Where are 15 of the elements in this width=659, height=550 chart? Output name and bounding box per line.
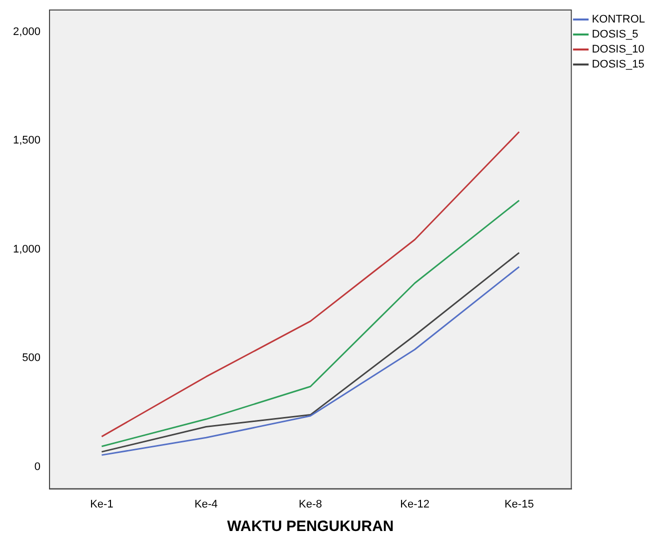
x-tick-label: Ke-1 (90, 498, 114, 510)
y-tick-label: 1,000 (12, 243, 41, 256)
legend-label: DOSIS_15 (592, 58, 644, 71)
x-axis-title: WAKTU PENGUKURAN (227, 518, 394, 536)
x-tick-label: Ke-12 (400, 498, 430, 510)
y-tick-label: 0 (34, 461, 41, 474)
legend-label: KONTROL (592, 14, 646, 26)
x-tick-label: Ke-4 (194, 498, 218, 510)
y-tick-label: 2,000 (12, 26, 41, 38)
legend-label: DOSIS_10 (592, 44, 644, 56)
y-tick-label: 1,500 (12, 134, 41, 147)
legend-label: DOSIS_5 (592, 28, 638, 41)
x-tick-label: Ke-15 (504, 498, 534, 510)
x-tick-label: Ke-8 (298, 498, 322, 510)
y-tick-label: 500 (22, 352, 41, 364)
